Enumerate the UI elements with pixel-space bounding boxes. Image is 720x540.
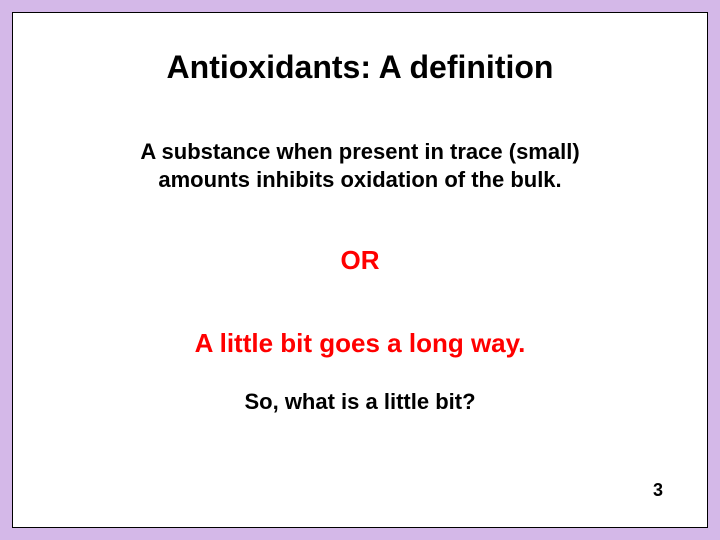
or-label: OR [53,245,667,276]
simpler-definition: A little bit goes a long way. [53,328,667,359]
slide-container: Antioxidants: A definition A substance w… [12,12,708,528]
slide-title: Antioxidants: A definition [53,49,667,86]
question-text: So, what is a little bit? [53,389,667,415]
page-number: 3 [653,480,663,501]
definition-text: A substance when present in trace (small… [53,138,667,193]
